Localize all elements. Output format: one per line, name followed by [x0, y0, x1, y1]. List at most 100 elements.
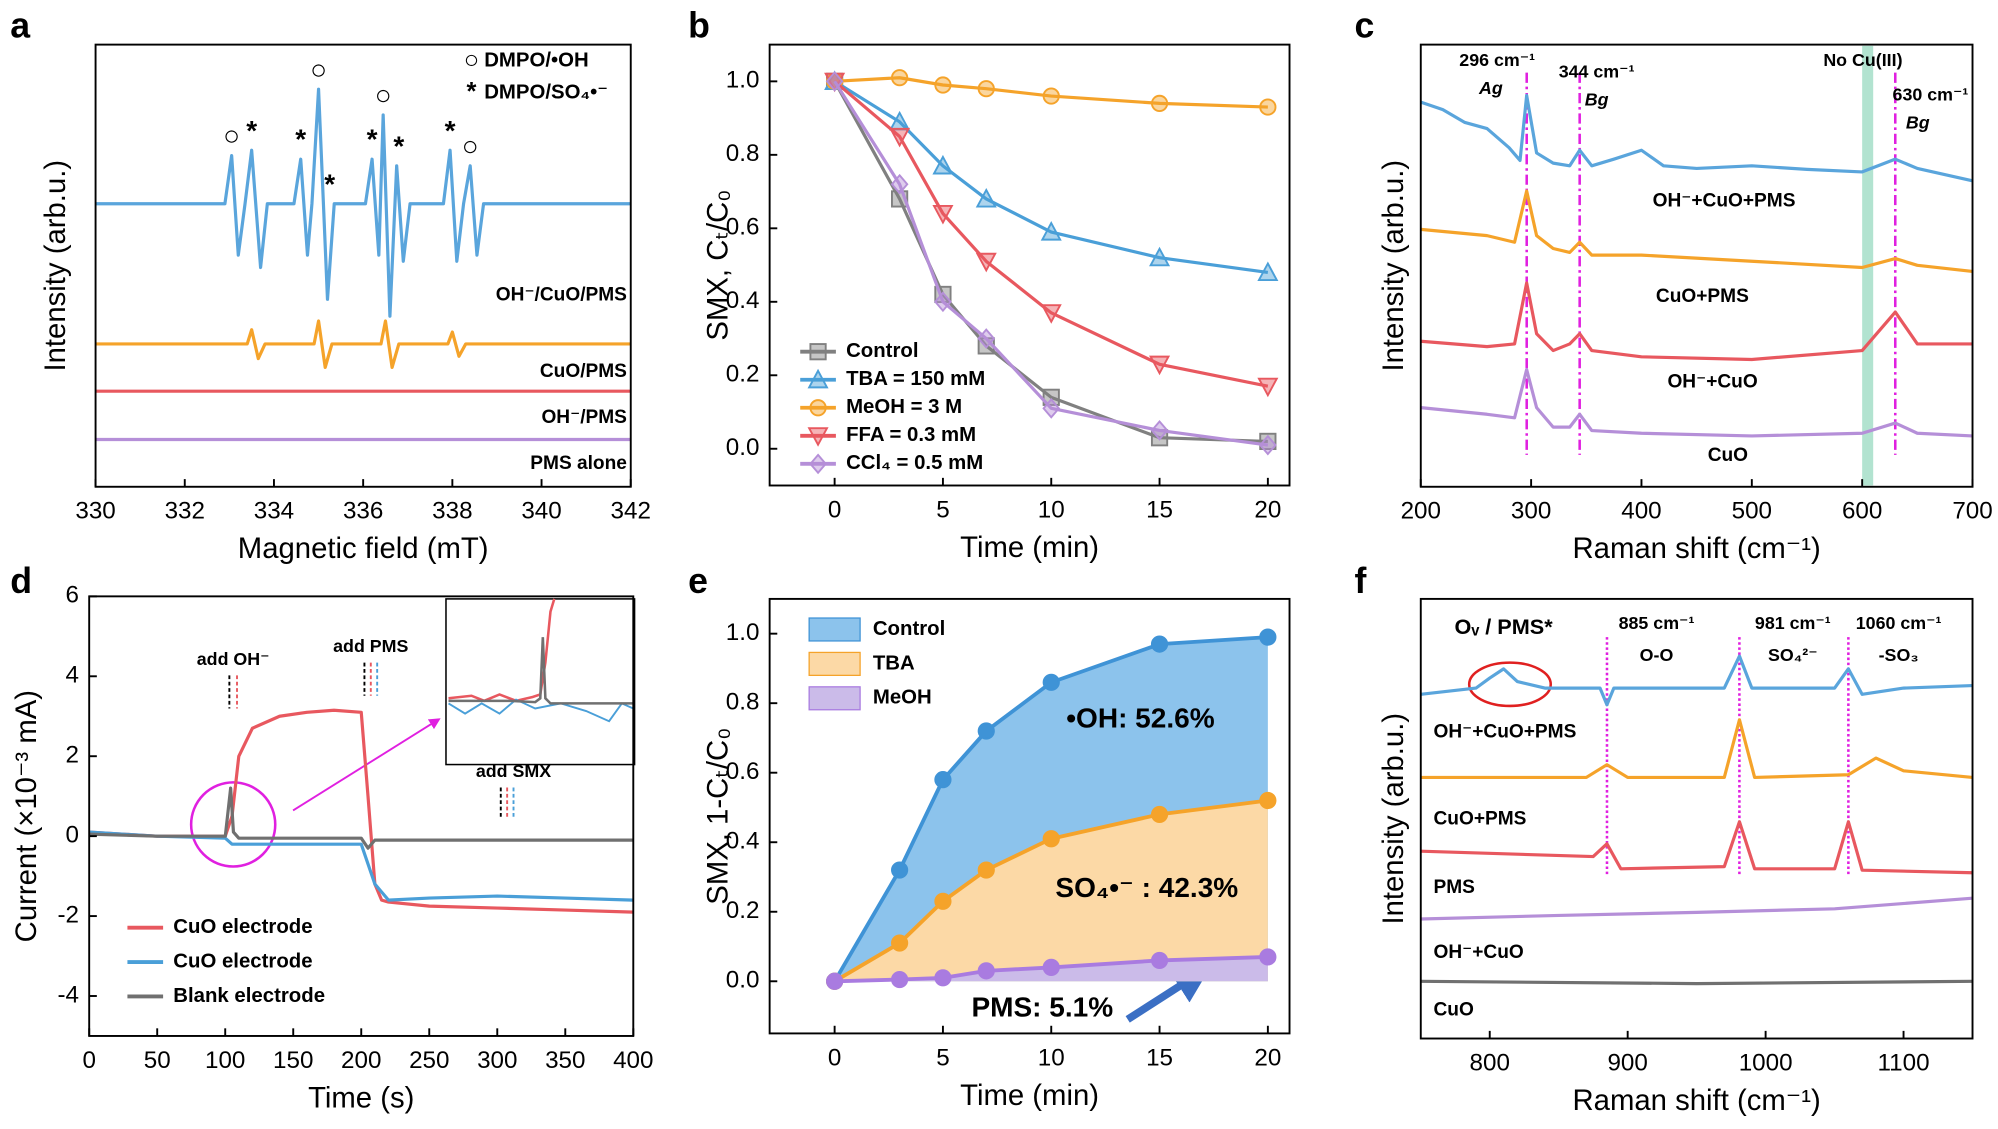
- plot-frame: [1419, 43, 1974, 488]
- x-tick-label: 340: [521, 498, 561, 525]
- series-label: OH⁻+CuO: [1434, 942, 1524, 963]
- legend-symbol: *: [467, 78, 477, 106]
- peak-marker: ○: [223, 120, 240, 151]
- area-fill: [834, 800, 1268, 982]
- series-label: OH⁻+CuO+PMS: [1653, 190, 1796, 211]
- x-tick-label: 1000: [1739, 1049, 1793, 1076]
- x-tick-label: 100: [205, 1047, 245, 1074]
- annotation: -SO₃: [1879, 645, 1919, 665]
- y-tick-label: 0.6: [726, 758, 760, 785]
- x-tick-label: 0: [82, 1047, 95, 1074]
- series-line: [1420, 896, 1973, 921]
- marker: [807, 368, 829, 389]
- x-tick-label: 15: [1146, 1044, 1173, 1071]
- y-tick-label: 0.4: [726, 287, 760, 314]
- inset-trace: [448, 698, 634, 723]
- panel-label: b: [688, 5, 710, 45]
- y-tick-label: 0: [66, 822, 79, 849]
- series-line: [1420, 654, 1973, 707]
- legend-label: Control: [846, 340, 918, 362]
- pointer-arrow: [1125, 965, 1212, 1023]
- y-tick-label: 0.4: [726, 828, 760, 855]
- annotation: •OH: 52.6%: [1066, 702, 1214, 733]
- marker: [825, 70, 844, 92]
- legend-label: TBA: [873, 652, 915, 674]
- x-tick-label: 600: [1842, 498, 1882, 525]
- series-label: CuO: [1434, 1000, 1474, 1021]
- y-axis-label: SMX, Cₜ/C₀: [702, 190, 735, 341]
- marker: [891, 861, 909, 879]
- y-tick-label: 0.0: [726, 434, 760, 461]
- peak-marker: ○: [310, 54, 327, 85]
- x-axis-label: Magnetic field (mT): [238, 532, 489, 565]
- annotation: SO₄•⁻ : 42.3%: [1055, 872, 1238, 903]
- x-tick-label: 500: [1732, 498, 1772, 525]
- marker: [1040, 221, 1062, 241]
- series-line: [1420, 979, 1973, 986]
- peak-marker: *: [445, 115, 456, 146]
- x-tick-label: 336: [343, 498, 383, 525]
- inset-trace: [448, 598, 556, 703]
- x-tick-label: 5: [936, 1044, 949, 1071]
- series-line: [95, 319, 631, 369]
- marker: [1149, 246, 1171, 267]
- marker: [890, 173, 909, 195]
- marker: [1259, 791, 1277, 810]
- x-tick-label: 700: [1952, 498, 1992, 525]
- x-tick-label: 300: [477, 1047, 517, 1074]
- series-label: PMS: [1434, 877, 1475, 898]
- marker: [889, 127, 911, 148]
- x-tick-label: 300: [1511, 498, 1551, 525]
- inset-trace: [448, 637, 634, 705]
- plot-frame: [768, 43, 1291, 487]
- x-tick-label: 350: [545, 1047, 585, 1074]
- series-label: CuO+PMS: [1434, 808, 1527, 829]
- series-label: OH⁻/CuO/PMS: [496, 285, 627, 306]
- panel-label: d: [10, 561, 32, 601]
- legend-label: DMPO/SO₄•⁻: [484, 81, 608, 103]
- marker: [1042, 830, 1060, 848]
- legend-label: MeOH = 3 M: [846, 396, 962, 418]
- series-line: [833, 80, 1268, 444]
- marker: [891, 69, 909, 87]
- y-tick-label: 4: [66, 662, 79, 689]
- marker: [1259, 948, 1277, 966]
- marker: [934, 892, 952, 910]
- x-tick-label: 150: [273, 1047, 313, 1074]
- annotation: Ag: [1478, 78, 1503, 98]
- marker: [809, 453, 827, 475]
- y-tick-label: 1.0: [726, 67, 760, 94]
- x-axis-label: Time (min): [960, 1079, 1099, 1112]
- annotation: 344 cm⁻¹: [1559, 61, 1635, 81]
- marker: [934, 771, 952, 789]
- x-tick-label: 10: [1038, 496, 1065, 523]
- y-tick-label: 0.0: [726, 967, 760, 994]
- peak-marker: ○: [462, 130, 479, 161]
- marker: [1042, 958, 1060, 976]
- marker: [977, 328, 996, 349]
- legend-label: FFA = 0.3 mM: [846, 424, 976, 446]
- legend-label: TBA = 150 mM: [846, 368, 985, 390]
- series-line: [834, 76, 1268, 109]
- legend-swatch: [808, 617, 861, 642]
- annotation: add SMX: [476, 761, 551, 781]
- series-line: [1420, 93, 1973, 183]
- annotation: No Cu(III): [1823, 50, 1902, 70]
- marker: [1150, 94, 1169, 112]
- marker: [1259, 98, 1277, 116]
- marker: [891, 970, 909, 989]
- x-tick-label: 332: [165, 498, 205, 525]
- y-tick-label: 0.8: [726, 140, 760, 167]
- legend-label: CCl₄ = 0.5 mM: [846, 452, 983, 474]
- x-tick-label: 342: [611, 498, 651, 525]
- annotation: add PMS: [333, 636, 408, 656]
- series-line: [833, 80, 1269, 447]
- series-line: [1420, 281, 1973, 362]
- peak-marker: *: [393, 130, 404, 161]
- legend-label: Blank electrode: [173, 985, 325, 1007]
- annotation: 885 cm⁻¹: [1619, 613, 1695, 633]
- marker: [1259, 628, 1277, 646]
- marker: [977, 722, 995, 740]
- panel-label: a: [10, 5, 31, 45]
- marker: [1040, 304, 1062, 324]
